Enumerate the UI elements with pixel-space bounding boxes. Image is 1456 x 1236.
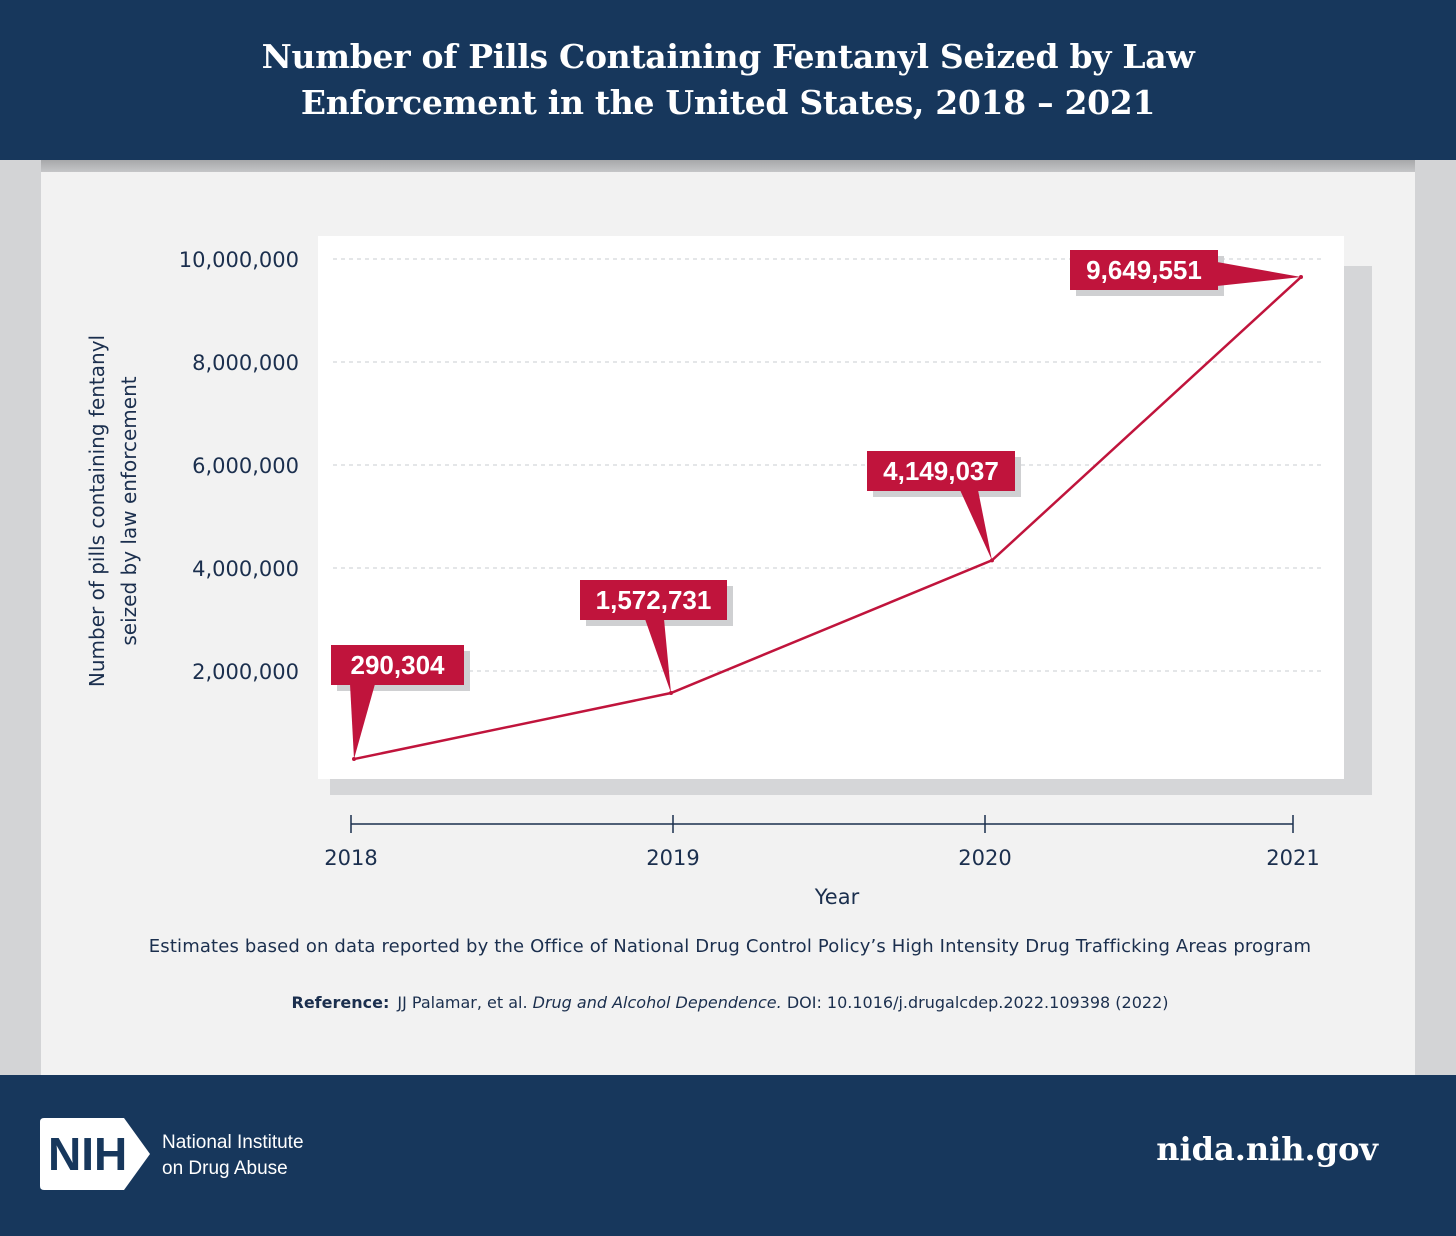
data-label-pointer — [645, 619, 671, 694]
data-label-box — [580, 580, 727, 620]
data-label-pointer — [1217, 262, 1301, 286]
reference-label: Reference: — [291, 993, 390, 1012]
y-tick-label: 10,000,000 — [179, 248, 299, 272]
chart-title-line-1: Number of Pills Containing Fentanyl Seiz… — [261, 37, 1195, 76]
data-label-box — [867, 451, 1015, 491]
data-label-box — [1070, 250, 1218, 290]
reference-doi: DOI: 10.1016/j.drugalcdep.2022.109398 (2… — [786, 993, 1169, 1012]
y-tick-label: 6,000,000 — [192, 454, 299, 478]
data-label: 1,572,731 — [596, 585, 712, 615]
organization-name-line-1: National Institute — [162, 1132, 304, 1153]
nih-logo-icon: NIH — [40, 1118, 150, 1190]
x-tick-label: 2019 — [646, 846, 699, 870]
data-label-box — [331, 645, 464, 685]
organization-name-line-2: on Drug Abuse — [162, 1158, 288, 1179]
reference-line: Reference: JJ Palamar, et al. Drug and Al… — [80, 993, 1380, 1012]
page-footer: NIH National Institute on Drug Abuse nid… — [0, 1075, 1456, 1236]
x-tick-label: 2020 — [958, 846, 1011, 870]
reference-authors: JJ Palamar, et al. — [397, 993, 528, 1012]
website-url: nida.nih.gov — [1156, 1130, 1378, 1168]
data-label-pointer — [350, 684, 375, 760]
organization-name: National Institute on Drug Abuse — [162, 1130, 304, 1182]
chart-title-line-2: Enforcement in the United States, 2018 –… — [300, 83, 1156, 122]
data-label: 9,649,551 — [1086, 255, 1202, 285]
data-label: 4,149,037 — [883, 456, 999, 486]
page-header: Number of Pills Containing Fentanyl Seiz… — [0, 0, 1456, 160]
x-tick-label: 2018 — [324, 846, 377, 870]
x-tick-label: 2021 — [1266, 846, 1319, 870]
plot-area — [318, 236, 1344, 779]
y-axis-title-line-1: Number of pills containing fentanyl — [85, 334, 109, 688]
left-frame — [0, 160, 41, 1075]
nih-logo-text: NIH — [48, 1128, 127, 1180]
reference-journal: Drug and Alcohol Dependence. — [532, 993, 782, 1012]
right-frame — [1415, 160, 1456, 1075]
y-axis-title-line-2: seized by law enforcement — [117, 376, 141, 646]
data-source-note: Estimates based on data reported by the … — [148, 936, 1312, 957]
y-tick-label: 4,000,000 — [192, 557, 299, 581]
y-tick-label: 2,000,000 — [192, 660, 299, 684]
data-label-pointer — [960, 490, 992, 561]
data-series-line — [353, 276, 1302, 761]
x-axis-title: Year — [814, 885, 860, 909]
y-tick-label: 8,000,000 — [192, 351, 299, 375]
data-label: 290,304 — [351, 650, 446, 680]
